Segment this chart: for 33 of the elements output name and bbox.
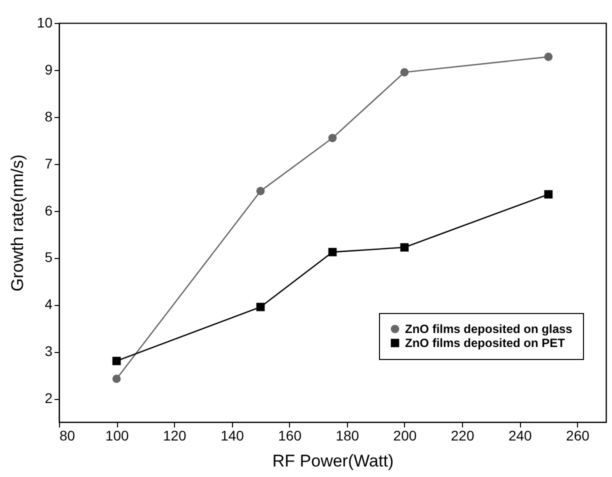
- x-tick-label: 180: [336, 428, 360, 444]
- y-tick-label: 3: [44, 343, 53, 360]
- y-tick-label: 4: [44, 296, 53, 312]
- x-tick-label: 220: [450, 428, 474, 444]
- point: [256, 302, 265, 312]
- point: [400, 243, 409, 252]
- x-tick-label: 160: [278, 428, 302, 444]
- x-tick-label: 100: [105, 428, 129, 444]
- legend-label: ZnO films deposited on glass: [405, 322, 573, 336]
- y-tick-label: 5: [44, 249, 53, 266]
- point: [328, 248, 337, 256]
- point: [544, 52, 553, 61]
- point: [256, 186, 265, 196]
- point: [400, 68, 409, 76]
- point: [328, 134, 337, 142]
- y-axis-title: Growth rate(nm/s): [8, 154, 27, 292]
- x-tick-label: 120: [162, 428, 187, 444]
- y-tick-label: 6: [44, 202, 53, 218]
- x-tick-label: 140: [220, 428, 244, 444]
- point: [544, 190, 553, 199]
- x-tick-label: 200: [393, 428, 417, 444]
- y-tick-label: 9: [44, 61, 53, 78]
- x-axis-title: RF Power(Watt): [272, 452, 394, 470]
- x-tick-label: 240: [508, 428, 532, 444]
- x-tick-label: 260: [566, 428, 590, 444]
- x-tick-label: 80: [60, 428, 76, 444]
- point: [112, 356, 121, 366]
- y-tick-label: 8: [44, 108, 53, 124]
- y-tick-label: 10: [36, 14, 53, 30]
- point: [112, 374, 121, 383]
- y-tick-label: 7: [44, 155, 53, 172]
- y-tick-label: 2: [44, 390, 53, 406]
- legend-label: ZnO films deposited on PET: [405, 336, 566, 350]
